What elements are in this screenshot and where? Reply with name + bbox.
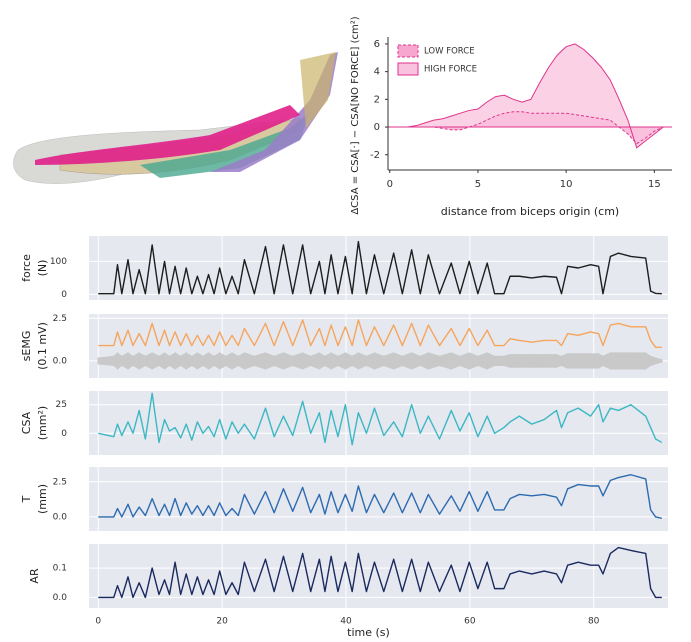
y-tick-label: 6 — [374, 39, 380, 50]
y-tick-label: 100 — [50, 257, 67, 267]
panel-background — [89, 467, 668, 531]
y-axis-label: CSA — [20, 411, 33, 434]
y-tick-label: 25 — [56, 400, 67, 410]
y-axis-unit: (N) — [36, 260, 49, 277]
signal-line — [98, 319, 662, 348]
y-tick-label: 2.5 — [53, 314, 67, 324]
y-axis-label: ΔCSA = CSA[·] − CSA[NO FORCE] (cm²) — [350, 16, 361, 214]
y-tick-label: 0.0 — [53, 593, 68, 603]
y-tick-label: 2.5 — [53, 477, 67, 487]
y-axis-unit: (mm²) — [36, 406, 49, 440]
y-tick-label: 0 — [374, 122, 380, 133]
legend-label: HIGH FORCE — [424, 65, 477, 75]
muscle-pink — [35, 105, 300, 165]
y-tick-label: -2 — [370, 150, 380, 161]
x-axis-label: distance from biceps origin (cm) — [441, 205, 619, 218]
legend-swatch — [397, 62, 419, 76]
y-tick-label: 0.1 — [53, 564, 67, 574]
signal-line — [98, 240, 662, 295]
y-tick-label: 0.0 — [53, 512, 68, 522]
y-axis-unit: (0.1 mV) — [36, 322, 49, 370]
area-line — [389, 111, 664, 145]
signal-line — [98, 392, 663, 446]
y-tick-label: 0 — [61, 290, 67, 300]
area-fill — [389, 43, 664, 148]
x-tick-label: 0 — [387, 179, 393, 190]
y-axis-unit: (mm) — [36, 484, 49, 514]
x-tick-label: 15 — [648, 179, 661, 190]
x-tick-label: 80 — [588, 617, 600, 627]
y-axis-label: T — [20, 495, 33, 503]
area-line — [389, 43, 664, 149]
muscle-green — [140, 112, 310, 178]
legend-label: LOW FORCE — [424, 47, 475, 57]
x-tick-label: 20 — [216, 617, 228, 627]
y-axis-label: AR — [28, 568, 41, 584]
x-tick-label: 10 — [560, 179, 573, 190]
signal-band — [98, 352, 662, 370]
muscle-head — [300, 52, 336, 128]
signal-line — [98, 474, 662, 520]
signal-line — [98, 546, 662, 599]
y-tick-label: 2 — [374, 94, 380, 105]
panel-background — [89, 391, 668, 455]
x-tick-label: 60 — [464, 617, 476, 627]
panel-background — [89, 236, 668, 300]
legend-swatch — [397, 44, 419, 58]
y-axis-label: force — [20, 254, 33, 282]
x-tick-label: 5 — [475, 179, 481, 190]
y-tick-label: 0.0 — [53, 356, 68, 366]
y-axis-label: sEMG — [20, 331, 33, 362]
y-tick-label: 4 — [374, 67, 380, 78]
x-axis-label: time (s) — [347, 626, 390, 639]
x-tick-label: 40 — [340, 617, 352, 627]
x-tick-label: 0 — [95, 617, 101, 627]
muscle-rendering — [13, 52, 338, 184]
y-tick-label: 0 — [61, 429, 67, 439]
